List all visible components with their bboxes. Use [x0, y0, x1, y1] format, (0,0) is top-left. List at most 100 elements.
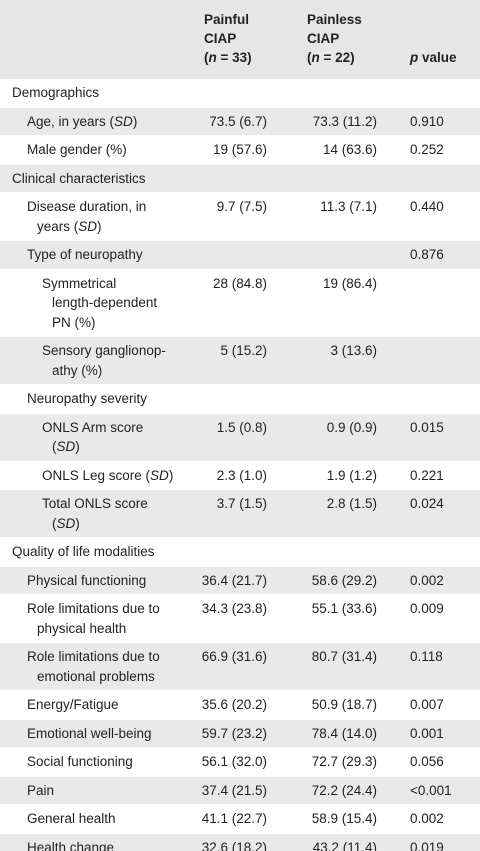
value-cell: 0.002	[410, 811, 444, 826]
value-cell	[400, 336, 480, 385]
value-cell: 0.118	[400, 642, 480, 691]
value-cell: 19 (86.4)	[322, 275, 377, 291]
section-title: Demographics	[12, 85, 100, 100]
value-cell	[300, 385, 400, 414]
value-cell: 32.6 (18.2)	[190, 833, 300, 851]
value-cell: 36.4 (21.7)	[190, 566, 300, 595]
value-cell: 5 (15.2)	[190, 336, 300, 385]
value-cell: 14 (63.6)	[322, 142, 377, 157]
text-segment: Painful CIAP (	[204, 12, 250, 65]
value-cell: 1.5 (0.8)	[190, 413, 300, 461]
row-label: Emotional well-being	[0, 719, 190, 748]
row-label: Symmetrical length-dependent PN (%)	[42, 275, 158, 330]
table-row: Quality of life modalities	[0, 538, 480, 566]
table-row: Energy/Fatigue 35.6 (20.2) 50.9 (18.7) 0.00…	[0, 691, 480, 719]
value-cell	[190, 385, 300, 414]
value-cell: 0.876	[400, 240, 480, 269]
table-row: Sensory ganglionop- athy (%) 5 (15.2) 3 (1…	[0, 336, 480, 385]
table-row: Male gender (%) 19 (57.6) 14 (63.6) 0.252	[0, 136, 480, 164]
italic-segment: SD	[56, 439, 76, 454]
table-row: Pain 37.4 (21.5) 72.2 (24.4) <0.001	[0, 776, 480, 805]
table-row: Disease duration, in years (SD) 9.7 (7.5)…	[0, 193, 480, 241]
table-row: Demographics	[0, 79, 480, 107]
value-cell: 0.024	[400, 489, 480, 538]
value-cell	[300, 240, 400, 269]
value-cell: 0.221	[410, 467, 444, 483]
italic-segment: SD	[56, 515, 76, 531]
value-cell: 0.007	[410, 697, 444, 712]
row-label: Disease duration, in years (SD)	[0, 193, 190, 241]
value-cell: 37.4 (21.5)	[190, 776, 300, 805]
text-segment: = 22)	[319, 50, 355, 65]
text-segment: )	[132, 113, 138, 129]
table-row: Role limitations due to physical health 3…	[0, 595, 480, 643]
row-label: Total ONLS score (SD)	[0, 489, 190, 538]
value-cell: 43.2 (11.4)	[300, 833, 400, 851]
value-cell: 50.9 (18.7)	[311, 697, 377, 712]
table-row: Physical functioning 36.4 (21.7) 58.6 (29.…	[0, 566, 480, 595]
row-label: Physical functioning	[0, 566, 190, 595]
value-cell	[400, 385, 480, 414]
value-cell	[400, 269, 480, 337]
value-cell: 0.252	[410, 142, 444, 157]
text-segment: )	[168, 467, 174, 483]
text-segment: Age, in years (	[27, 113, 115, 129]
row-label: ONLS Arm score (SD)	[0, 413, 190, 461]
header-cell: Painful CIAP (n = 33)	[190, 0, 300, 79]
value-cell: 35.6 (20.2)	[201, 697, 267, 712]
value-cell: 73.3 (11.2)	[300, 107, 400, 136]
value-cell: 73.5 (6.7)	[190, 107, 300, 136]
value-cell: 2.3 (1.0)	[216, 467, 267, 483]
table-row: Role limitations due to emotional proble…	[0, 642, 480, 691]
table-row: General health 41.1 (22.7) 58.9 (15.4) 0.00…	[0, 805, 480, 833]
text-segment: Painless CIAP (	[307, 12, 362, 65]
row-label: Pain	[0, 776, 190, 805]
value-cell: 0.015	[400, 413, 480, 461]
row-label: Male gender (%)	[27, 142, 127, 157]
text-segment: )	[75, 439, 80, 454]
value-cell: 59.7 (23.2)	[190, 719, 300, 748]
value-cell: 72.2 (24.4)	[300, 776, 400, 805]
value-cell: 80.7 (31.4)	[300, 642, 400, 691]
value-cell: 58.9 (15.4)	[311, 811, 377, 826]
section-title: Clinical characteristics	[0, 164, 480, 193]
text-segment: Disease duration, in years (	[27, 199, 147, 234]
value-cell: 34.3 (23.8)	[201, 601, 267, 616]
row-label: Neuropathy severity	[27, 391, 148, 406]
value-cell: 78.4 (14.0)	[300, 719, 400, 748]
row-label: Role limitations due to emotional proble…	[0, 642, 190, 691]
value-cell: 19 (57.6)	[212, 142, 267, 157]
row-label: Health change	[0, 833, 190, 851]
value-cell: 66.9 (31.6)	[190, 642, 300, 691]
value-cell: 56.1 (32.0)	[201, 754, 267, 769]
row-label: Role limitations due to physical health	[27, 601, 160, 636]
table-row: Neuropathy severity	[0, 385, 480, 414]
table-row: Social functioning 56.1 (32.0) 72.7 (29.3)…	[0, 748, 480, 776]
value-cell: 58.6 (29.2)	[300, 566, 400, 595]
value-cell: 28 (84.8)	[212, 275, 267, 291]
value-cell: 0.009	[410, 601, 444, 616]
header-cell: p value	[400, 0, 480, 79]
value-cell: 11.3 (7.1)	[320, 199, 377, 214]
value-cell: 2.8 (1.5)	[300, 489, 400, 538]
table-row: Emotional well-being 59.7 (23.2) 78.4 (14.…	[0, 719, 480, 748]
header-row: Painful CIAP (n = 33) Painless CIAP (n = …	[0, 0, 480, 79]
table-row: Symmetrical length-dependent PN (%) 28 (8…	[0, 269, 480, 337]
value-cell: 0.002	[400, 566, 480, 595]
row-label: Age, in years (SD)	[0, 107, 190, 136]
table-row: Age, in years (SD) 73.5 (6.7) 73.3 (11.2) 0…	[0, 107, 480, 136]
italic-segment: SD	[114, 113, 133, 129]
italic-segment: p	[410, 50, 419, 65]
value-cell: 55.1 (33.6)	[311, 601, 377, 616]
text-segment: )	[75, 515, 80, 531]
text-segment: value	[418, 50, 457, 65]
text-segment: ONLS Arm score (	[42, 419, 144, 455]
table-header: Painful CIAP (n = 33) Painless CIAP (n = …	[0, 0, 480, 79]
value-cell: 0.019	[400, 833, 480, 851]
italic-segment: n	[311, 50, 320, 65]
table-row: Clinical characteristics	[0, 164, 480, 193]
table-row: Type of neuropathy 0.876	[0, 240, 480, 269]
table-row: Health change 32.6 (18.2) 43.2 (11.4) 0.019	[0, 833, 480, 851]
